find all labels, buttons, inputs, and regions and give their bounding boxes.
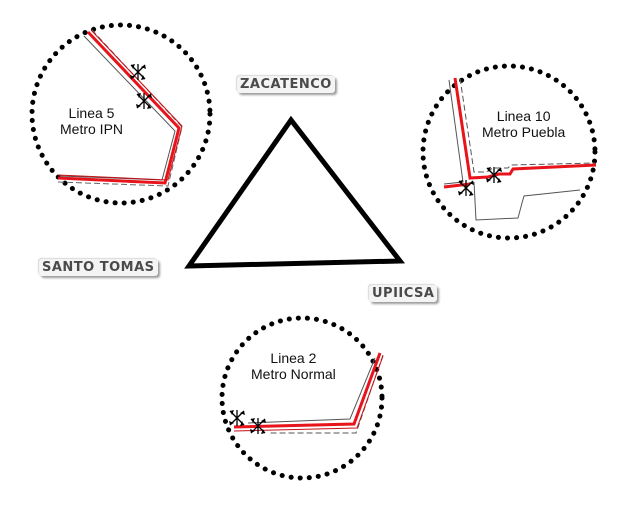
metro-line-10 — [453, 77, 597, 180]
station-label-linea5: Linea 5 Metro IPN — [60, 105, 123, 137]
line-name: Linea 10 — [496, 108, 551, 124]
station-label-linea10: Linea 10 Metro Puebla — [482, 108, 565, 140]
campus-triangle — [184, 115, 406, 269]
metro-line-2 — [233, 352, 382, 429]
campus-label-upiicsa: UPIICSA — [369, 285, 438, 302]
station-label-linea2: Linea 2 Metro Normal — [251, 350, 336, 382]
metro-line-2-edge — [233, 355, 384, 432]
line-name: Linea 2 — [270, 350, 317, 366]
campus-label-zacatenco: ZACATENCO — [237, 76, 335, 93]
turnstile-icon — [457, 179, 475, 197]
road-line — [247, 357, 376, 424]
line-name: Linea 5 — [68, 105, 115, 121]
turnstile-icon — [228, 409, 246, 427]
station-map-linea10 — [420, 63, 598, 241]
station-map-linea5 — [29, 22, 213, 206]
metro-line-5 — [57, 30, 181, 185]
metro-line-5-edge — [57, 29, 183, 181]
campus-label-santo-tomas: SANTO TOMAS — [39, 259, 158, 276]
road-line — [459, 77, 596, 173]
road-line — [443, 79, 464, 185]
turnstile-icon — [135, 92, 153, 110]
station-name: Metro Puebla — [482, 124, 566, 140]
station-name: Metro Normal — [251, 366, 336, 382]
station-name: Metro IPN — [60, 121, 124, 137]
station-map-linea2 — [219, 315, 385, 481]
road-line — [59, 35, 176, 181]
turnstile-icon — [129, 63, 147, 81]
road-line — [473, 181, 581, 221]
